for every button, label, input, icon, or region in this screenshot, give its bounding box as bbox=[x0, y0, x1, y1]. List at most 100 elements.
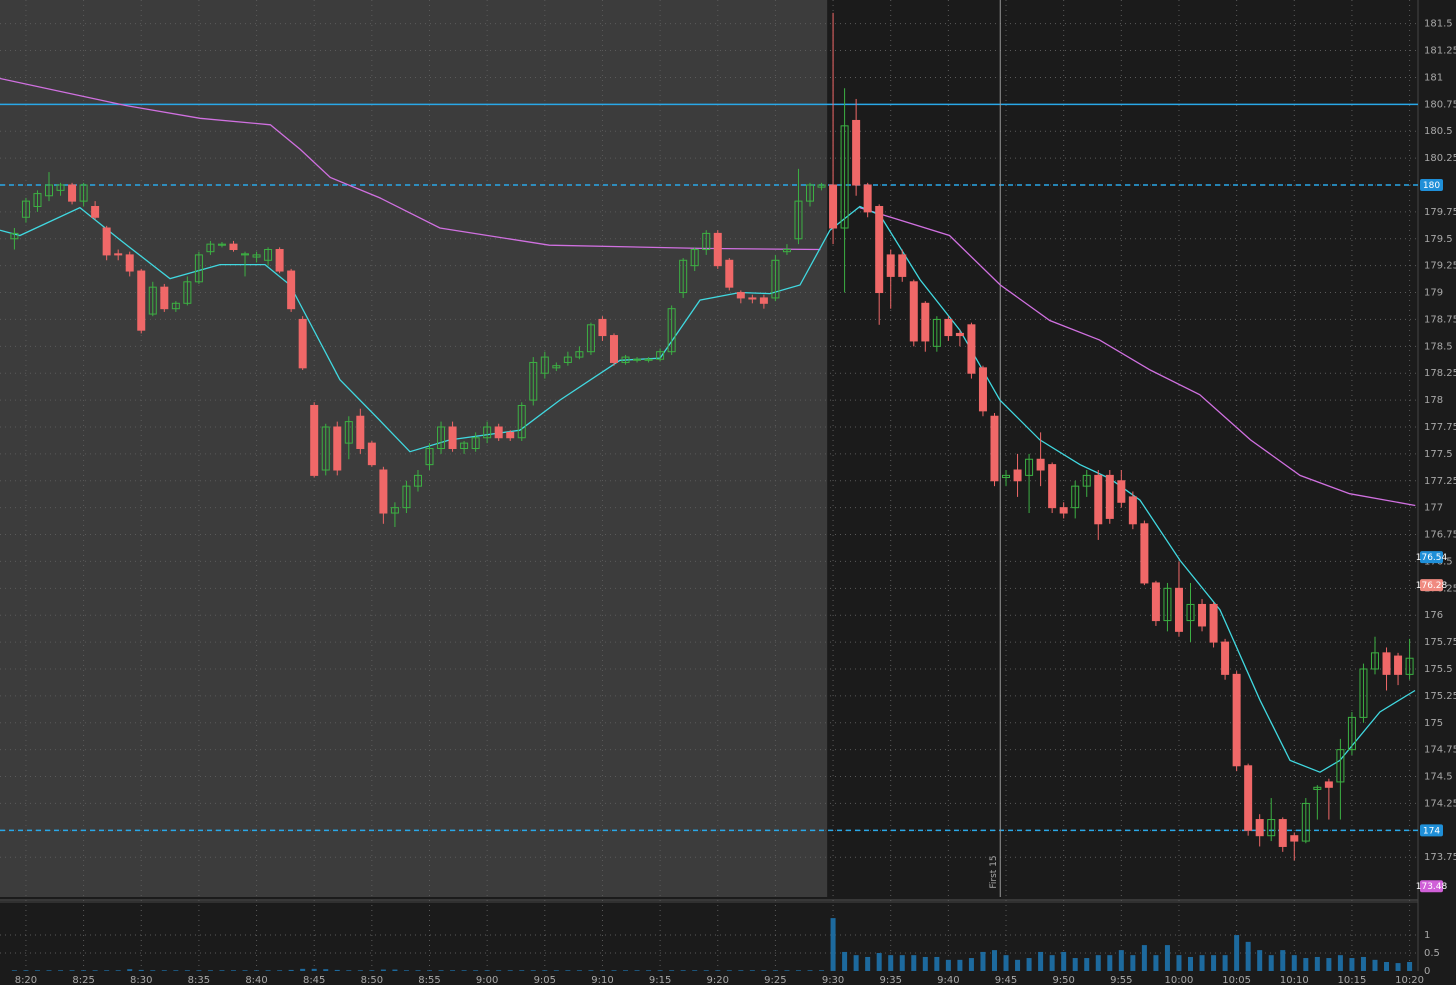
candle-body bbox=[33, 193, 42, 208]
volume-bar bbox=[265, 970, 271, 971]
candle-body bbox=[1059, 507, 1068, 514]
candle-body bbox=[540, 356, 549, 374]
volume-bar bbox=[945, 959, 951, 971]
volume-bar bbox=[1395, 963, 1401, 971]
volume-bar bbox=[1061, 951, 1067, 971]
volume-bar bbox=[588, 970, 594, 971]
candle-body bbox=[967, 324, 976, 374]
y-tick-label: 177.5 bbox=[1424, 449, 1453, 460]
volume-bar bbox=[553, 970, 559, 971]
price-tag-label: 176.28 bbox=[1416, 581, 1448, 591]
volume-bar bbox=[58, 970, 64, 971]
price-tag bbox=[1420, 178, 1443, 191]
candle-body bbox=[390, 507, 399, 514]
volume-bar bbox=[1188, 956, 1194, 971]
study-line bbox=[0, 205, 1416, 773]
x-tick-label: 8:55 bbox=[418, 975, 440, 985]
x-tick-label: 9:05 bbox=[534, 975, 556, 985]
candle-body bbox=[114, 253, 123, 256]
volume-bar bbox=[888, 955, 894, 971]
volume-bar bbox=[1280, 950, 1286, 971]
candle-body bbox=[10, 232, 19, 240]
candle-body bbox=[1163, 587, 1172, 622]
volume-tick-label: 1 bbox=[1424, 930, 1430, 941]
candle-body bbox=[206, 243, 215, 253]
candle-body bbox=[45, 184, 54, 197]
volume-bar bbox=[173, 970, 179, 971]
volume-bar bbox=[703, 970, 709, 971]
price-tag-label: 174 bbox=[1423, 826, 1440, 836]
candle-body bbox=[598, 318, 607, 337]
volume-bar bbox=[519, 970, 525, 971]
y-tick-label: 175.5 bbox=[1424, 664, 1453, 675]
candle-body bbox=[898, 254, 907, 277]
volume-bar bbox=[1095, 955, 1101, 971]
x-tick-label: 9:30 bbox=[822, 975, 844, 985]
volume-bar bbox=[1176, 955, 1182, 971]
y-tick-label: 175.75 bbox=[1424, 637, 1456, 648]
candle-body bbox=[875, 206, 884, 294]
candle-body bbox=[1405, 657, 1414, 675]
candle-body bbox=[310, 404, 319, 476]
candle-body bbox=[621, 356, 630, 363]
x-tick-label: 9:55 bbox=[1110, 975, 1132, 985]
volume-bar bbox=[69, 970, 75, 971]
volume-bar bbox=[876, 953, 882, 971]
candle-body bbox=[194, 254, 203, 283]
volume-bar bbox=[726, 970, 732, 971]
y-tick-label: 181.5 bbox=[1424, 19, 1453, 30]
volume-bar bbox=[842, 951, 848, 971]
candle-body bbox=[229, 243, 238, 251]
volume-bar bbox=[138, 969, 144, 971]
volume-bar bbox=[1257, 950, 1263, 971]
y-tick-label: 181.25 bbox=[1424, 46, 1456, 57]
y-tick-label: 178 bbox=[1424, 395, 1443, 406]
candle-body bbox=[1198, 603, 1207, 627]
volume-bar bbox=[669, 970, 675, 971]
candle-body bbox=[1094, 474, 1103, 525]
x-tick-label: 8:20 bbox=[15, 975, 37, 985]
volume-bar bbox=[1199, 955, 1205, 971]
candle-body bbox=[563, 356, 572, 363]
y-tick-label: 175 bbox=[1424, 718, 1443, 729]
candle-body bbox=[1347, 716, 1356, 751]
candle-body bbox=[79, 184, 88, 202]
volume-bar bbox=[1268, 955, 1274, 971]
volume-bar bbox=[1049, 955, 1055, 971]
candle-body bbox=[402, 485, 411, 509]
session-bg bbox=[827, 0, 1418, 897]
volume-bar bbox=[1211, 955, 1217, 971]
candle-body bbox=[1025, 458, 1034, 476]
candle-body bbox=[1221, 641, 1230, 675]
price-tag bbox=[1420, 824, 1443, 837]
study-line bbox=[0, 77, 1416, 507]
x-tick-label: 8:40 bbox=[245, 975, 267, 985]
candle-body bbox=[275, 249, 284, 272]
x-tick-label: 9:45 bbox=[995, 975, 1017, 985]
candle-body bbox=[1290, 835, 1299, 842]
volume-bar bbox=[1349, 958, 1355, 971]
candle-body bbox=[1278, 819, 1287, 847]
volume-bar bbox=[980, 951, 986, 971]
time-marker-label: First 15 bbox=[989, 855, 999, 888]
candle-body bbox=[125, 254, 134, 272]
volume-bar bbox=[23, 970, 29, 971]
candle-body bbox=[1013, 469, 1022, 482]
candle-body bbox=[252, 254, 261, 258]
volume-bar bbox=[219, 970, 225, 971]
volume-bar bbox=[104, 970, 110, 971]
price-tag bbox=[1420, 579, 1443, 592]
candle-body bbox=[1267, 819, 1276, 837]
volume-bar bbox=[161, 970, 167, 971]
volume-bar bbox=[761, 970, 767, 971]
candle-body bbox=[241, 253, 250, 256]
y-tick-label: 179.75 bbox=[1424, 207, 1456, 218]
candle-body bbox=[56, 184, 65, 191]
volume-bar bbox=[738, 970, 744, 971]
y-tick-label: 181.75 bbox=[1424, 0, 1456, 3]
y-tick-label: 177.25 bbox=[1424, 476, 1456, 487]
studies bbox=[0, 77, 1416, 773]
volume-bar bbox=[357, 970, 363, 971]
volume-bar bbox=[634, 970, 640, 971]
volume-bar bbox=[230, 970, 236, 971]
